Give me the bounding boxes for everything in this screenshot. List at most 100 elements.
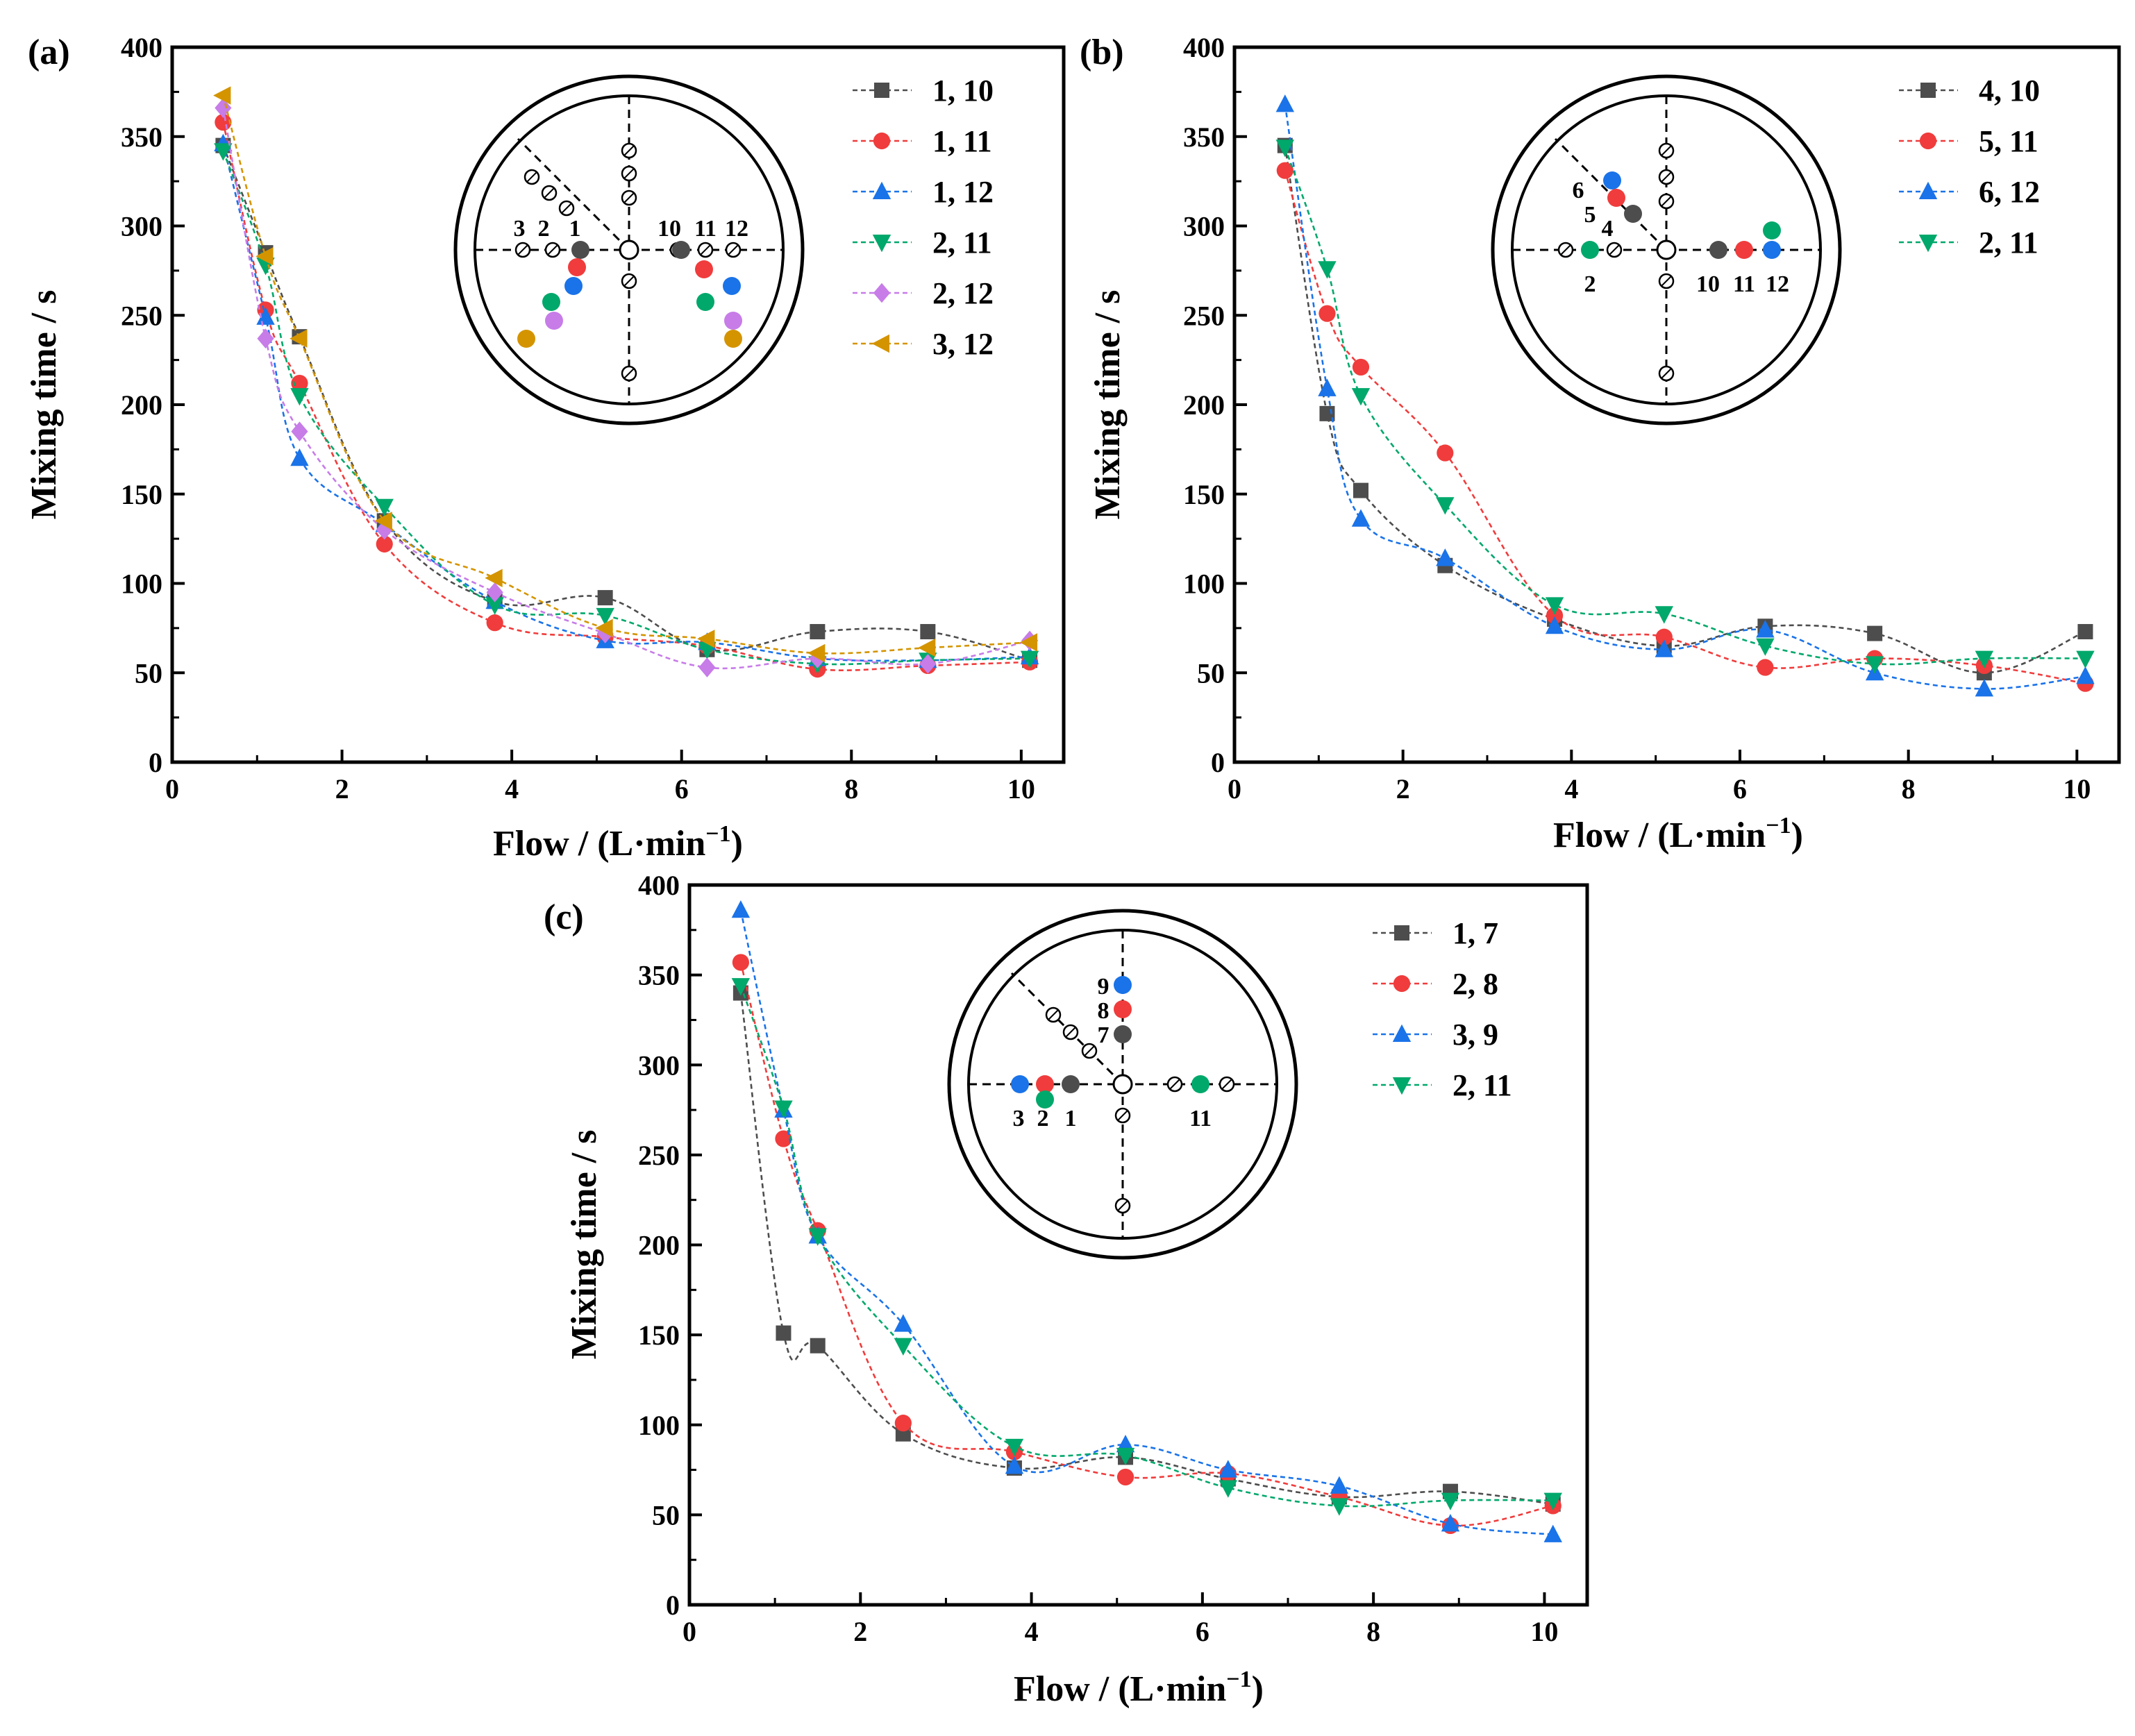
inset-number: 3 [514, 216, 526, 242]
inset-probe-dot [1581, 241, 1599, 259]
y-tick-label: 250 [638, 1140, 680, 1171]
inset-port-slash [547, 244, 558, 255]
legend-label: 4, 10 [1979, 74, 2040, 108]
inset-number: 2 [1037, 1106, 1049, 1131]
data-point [214, 143, 233, 161]
data-point [1543, 1492, 1562, 1510]
inset-probe-dot [1709, 241, 1727, 259]
inset-number: 12 [1766, 271, 1789, 297]
legend-label: 2, 11 [1979, 226, 2038, 260]
inset-number: 1 [569, 216, 581, 242]
x-axis-title-sup: −1 [1226, 1667, 1251, 1692]
legend-label: 2, 12 [932, 276, 994, 310]
x-axis-title: Flow / (L·min−1) [1553, 813, 1803, 855]
data-point [215, 98, 232, 118]
x-tick-label: 4 [505, 773, 519, 804]
data-point [1116, 1468, 1135, 1486]
data-point [1655, 628, 1673, 646]
inset-probe-dot [542, 293, 560, 311]
inset-number: 9 [1098, 974, 1110, 1000]
inset-port-slash [1661, 145, 1672, 156]
legend-marker [872, 235, 891, 253]
inset-port-slash [623, 192, 635, 203]
x-tick-label: 2 [853, 1616, 867, 1647]
inset-number: 8 [1098, 998, 1110, 1024]
series-line [222, 95, 1030, 655]
inset-probe-dot [1191, 1075, 1209, 1093]
data-point [1275, 94, 1294, 112]
inset-number: 10 [658, 216, 681, 242]
inset-port-slash [1661, 368, 1672, 379]
legend-marker [1918, 235, 1938, 253]
x-tick-label: 6 [1733, 773, 1747, 804]
data-point [1867, 625, 1883, 641]
series-line [222, 121, 1030, 672]
inset-center [1656, 239, 1677, 260]
data-point [2076, 666, 2095, 684]
data-point [698, 657, 716, 677]
data-point [1019, 633, 1038, 652]
data-point [1318, 305, 1336, 322]
x-tick-label: 4 [1025, 1616, 1039, 1647]
data-point [919, 654, 937, 674]
y-tick-label: 50 [1197, 657, 1225, 689]
x-axis-title: Flow / (L·min−1) [493, 821, 743, 863]
inset-number: 11 [694, 216, 717, 242]
inset-number: 2 [538, 216, 550, 242]
legend-label: 1, 12 [932, 175, 994, 209]
inset-port-slash [1661, 171, 1672, 183]
inset-probe-dot [1603, 171, 1621, 189]
data-point [1865, 656, 1884, 674]
legend-label: 6, 12 [1979, 175, 2040, 209]
inset-number: 2 [1584, 271, 1596, 297]
legend-label: 3, 9 [1452, 1018, 1498, 1052]
legend-label: 2, 8 [1452, 967, 1498, 1001]
x-axis-title-close: ) [1791, 816, 1803, 855]
y-tick-label: 250 [121, 300, 162, 331]
data-point [486, 582, 503, 602]
data-point [2077, 624, 2093, 640]
data-point [1020, 650, 1039, 668]
x-tick-label: 8 [1902, 773, 1916, 804]
data-point [375, 498, 394, 517]
legend-marker [1394, 925, 1409, 941]
inset-probe-dot [568, 258, 586, 276]
inset-probe-dot [724, 312, 742, 330]
data-point [1975, 679, 1994, 697]
data-point [1655, 639, 1673, 657]
series-line [222, 145, 1030, 661]
inset-number: 11 [1189, 1106, 1212, 1131]
inset-probe-dot [1763, 221, 1781, 239]
y-tick-label: 350 [638, 960, 680, 991]
inset-number: 12 [725, 216, 748, 242]
inset-port-slash [1560, 244, 1571, 255]
data-point [774, 1100, 793, 1118]
data-point [808, 1228, 827, 1246]
inset-probe-dot [1036, 1075, 1054, 1093]
data-point [810, 1338, 826, 1354]
legend-marker [1392, 1024, 1412, 1042]
inset-port-slash [728, 244, 739, 255]
data-point [1276, 162, 1293, 179]
inset-number: 5 [1584, 202, 1596, 228]
x-tick-label: 0 [683, 1616, 696, 1647]
x-axis-title-close: ) [731, 824, 743, 863]
inset-port-slash [1048, 1009, 1059, 1020]
y-tick-label: 200 [121, 389, 162, 421]
y-tick-label: 300 [1183, 211, 1225, 242]
data-point [1757, 659, 1774, 676]
data-point [697, 630, 715, 648]
data-point [731, 978, 751, 996]
y-tick-label: 0 [1211, 747, 1225, 778]
data-point [1318, 378, 1337, 396]
data-point [894, 1338, 913, 1356]
inset-probe-dot [1735, 241, 1753, 259]
legend-marker [873, 283, 891, 303]
y-tick-label: 150 [1183, 479, 1225, 510]
inset-port-slash [1661, 196, 1672, 207]
inset-port-slash [623, 145, 635, 156]
inset-port-slash [561, 203, 572, 214]
data-point [1116, 1447, 1135, 1466]
x-tick-label: 6 [675, 773, 689, 804]
inset-probe-dot [723, 277, 741, 295]
